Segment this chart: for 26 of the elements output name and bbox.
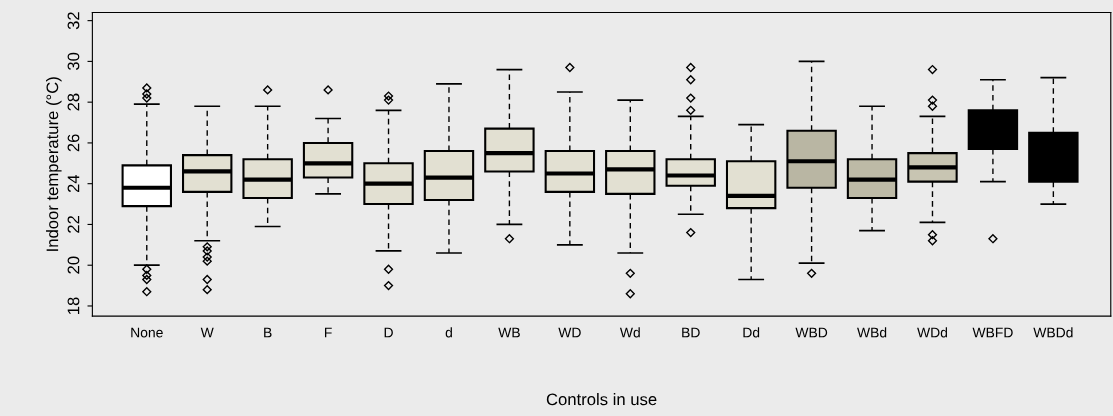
x-tick-label: WBd [857,327,887,338]
y-tick-label: 24 [67,174,80,193]
x-tick-label: WD [558,327,581,338]
y-tick-label: 30 [67,52,80,71]
y-tick-label: 32 [67,12,80,30]
x-tick-label: WBDd [1033,327,1073,338]
y-tick-label: 26 [67,134,80,152]
x-axis-title: Controls in use [546,393,657,406]
x-tick-label: WDd [917,327,948,338]
x-tick-label: D [384,327,393,338]
x-tick-label: Dd [743,327,760,338]
y-tick-label: 20 [67,256,80,274]
y-tick-label: 22 [67,216,80,233]
x-tick-label: F [324,327,332,338]
x-tick-label: Wd [619,327,640,338]
x-tick-label: BD [682,327,700,338]
y-tick-label: 28 [67,93,80,111]
x-tick-label: B [264,327,272,338]
y-tick-label: 18 [67,297,80,314]
x-tick-label: None [131,327,163,338]
x-tick-label: W [200,327,214,338]
x-tick-label: WB [498,327,520,338]
x-tick-label: WBFD [972,327,1013,338]
x-tick-label: d [445,327,452,338]
y-axis-title: Indoor temperature (°C) [46,77,62,251]
x-tick-label: WBD [795,327,828,338]
